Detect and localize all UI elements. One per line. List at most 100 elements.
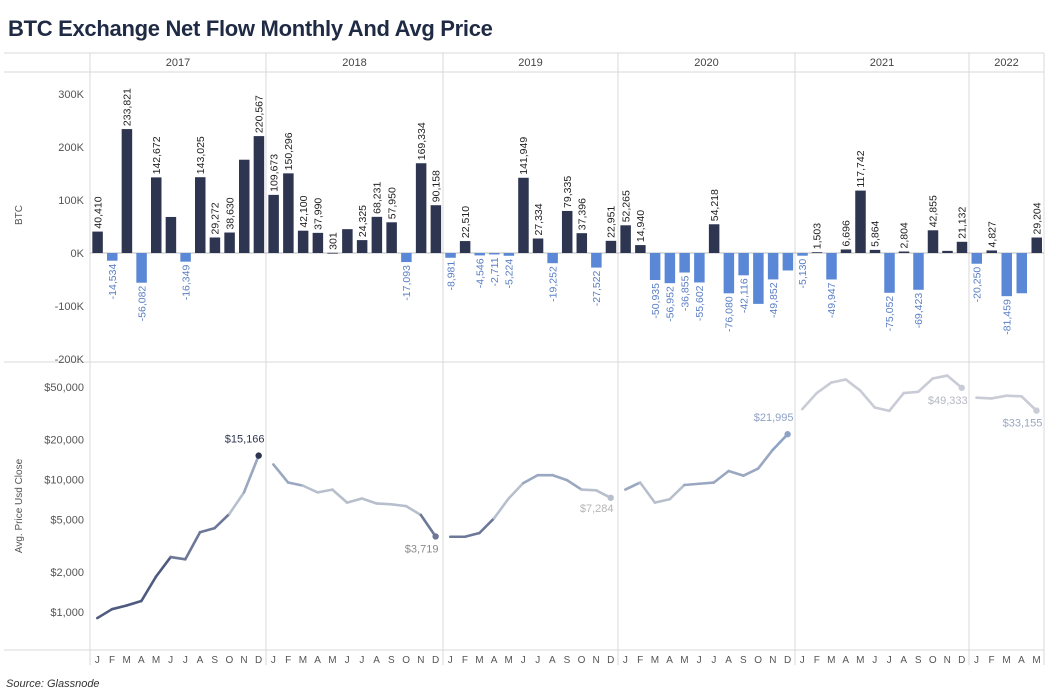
month-label: A <box>491 655 498 666</box>
bar-2021-3 <box>826 253 837 280</box>
bar-2021-6 <box>869 249 881 253</box>
bar-axis-tick-label: 200K <box>58 142 84 154</box>
bar-2021-1 <box>797 253 808 256</box>
month-label: J <box>95 655 100 666</box>
bar-label: -49,852 <box>768 282 780 318</box>
month-label: M <box>504 655 512 666</box>
month-label: J <box>271 655 276 666</box>
bar-2020-8 <box>723 253 735 294</box>
month-label: A <box>666 655 673 666</box>
bar-label: -16,349 <box>180 265 192 301</box>
bar-2020-2 <box>635 245 646 253</box>
bar-2022-4 <box>1016 253 1027 294</box>
bar-label: 54,218 <box>709 189 721 221</box>
bar-2017-10 <box>224 232 235 253</box>
bar-label: 220,567 <box>254 95 266 133</box>
bar-label: 52,265 <box>620 190 632 222</box>
year-header-2018: 2018 <box>342 57 366 69</box>
price-axis-tick-label: $50,000 <box>44 382 84 394</box>
bar-2019-3 <box>474 253 485 256</box>
bar-label: -49,947 <box>826 282 838 318</box>
month-label: S <box>740 655 747 666</box>
bar-label: 169,334 <box>416 122 428 160</box>
bar-2017-9 <box>209 237 221 253</box>
bar-label: 90,158 <box>431 170 443 202</box>
price-segment-2021 <box>815 381 833 395</box>
price-segment-2019 <box>521 473 540 485</box>
price-segment-2020 <box>756 448 775 470</box>
month-label: O <box>578 655 586 666</box>
price-segment-2018 <box>286 481 305 487</box>
price-segment-2020 <box>638 481 657 504</box>
bar-2018-10 <box>401 253 412 263</box>
price-segment-2019 <box>580 488 598 492</box>
bar-label: -76,080 <box>724 296 736 332</box>
bar-2019-8 <box>547 253 558 264</box>
price-segment-2017 <box>169 555 187 561</box>
bar-2018-6 <box>342 229 353 253</box>
month-label: J <box>697 655 702 666</box>
month-label: N <box>944 655 951 666</box>
bar-label: -56,952 <box>665 286 677 322</box>
month-label: M <box>328 655 336 666</box>
month-label: O <box>225 655 233 666</box>
bar-2019-6 <box>518 177 529 253</box>
bar-label: -27,522 <box>591 270 603 306</box>
bar-label: 141,949 <box>518 137 530 175</box>
bar-2018-11 <box>415 163 427 253</box>
price-segment-2017 <box>96 607 114 620</box>
price-segment-2020 <box>697 481 716 486</box>
year-header-2017: 2017 <box>166 57 190 69</box>
price-end-dot-2018 <box>432 533 439 540</box>
grid-layer <box>4 52 1045 665</box>
bar-2021-5 <box>855 190 866 253</box>
bar-label: 24,325 <box>357 205 369 237</box>
bar-2020-3 <box>649 253 661 280</box>
price-segment-2019 <box>463 531 481 539</box>
bar-2017-3 <box>121 129 133 253</box>
bar-axis-tick-label: 0K <box>71 248 85 260</box>
year-header-2021: 2021 <box>870 57 894 69</box>
bar-label: 117,742 <box>855 150 867 187</box>
price-segment-2017 <box>213 512 231 530</box>
price-segment-2022 <box>975 396 993 400</box>
bar-label: 40,410 <box>92 196 104 228</box>
bar-2021-7 <box>884 253 895 293</box>
price-segment-2019 <box>507 481 525 500</box>
month-label: J <box>974 655 979 666</box>
month-label: N <box>417 655 424 666</box>
price-end-label-2017: $15,166 <box>225 434 265 446</box>
price-segment-2017 <box>198 526 216 534</box>
price-end-dot-2021 <box>958 384 965 391</box>
bar-label: 27,334 <box>533 203 545 235</box>
month-label: J <box>448 655 453 666</box>
month-label: D <box>607 655 614 666</box>
price-segment-2019 <box>565 478 583 491</box>
bar-2017-7 <box>180 253 191 262</box>
bar-label: -81,459 <box>1002 299 1014 335</box>
bar-label: -42,116 <box>738 278 750 313</box>
chart-title: BTC Exchange Net Flow Monthly And Avg Pr… <box>8 16 493 41</box>
price-segment-2017 <box>242 454 260 494</box>
bar-2020-1 <box>620 225 631 253</box>
bar-label: 22,510 <box>460 206 472 238</box>
price-segment-2022 <box>990 394 1008 400</box>
month-label: M <box>1032 655 1040 666</box>
price-segment-2020 <box>653 497 671 504</box>
month-label: J <box>711 655 716 666</box>
price-segment-2018 <box>404 504 423 517</box>
price-segment-2020 <box>771 432 789 452</box>
month-label: F <box>109 655 115 666</box>
price-axis-tick-label: $2,000 <box>50 567 84 579</box>
month-label: F <box>462 655 468 666</box>
price-axis-tick-label: $1,000 <box>50 607 84 619</box>
source-note: Source: Glassnode <box>6 678 100 690</box>
month-label: O <box>929 655 937 666</box>
month-label: M <box>152 655 160 666</box>
month-label: O <box>402 655 410 666</box>
bar-label: 29,204 <box>1032 202 1044 234</box>
bar-2017-2 <box>107 253 118 261</box>
bar-2019-7 <box>532 238 544 253</box>
bar-label: 4,827 <box>987 221 999 247</box>
month-label: J <box>800 655 805 666</box>
